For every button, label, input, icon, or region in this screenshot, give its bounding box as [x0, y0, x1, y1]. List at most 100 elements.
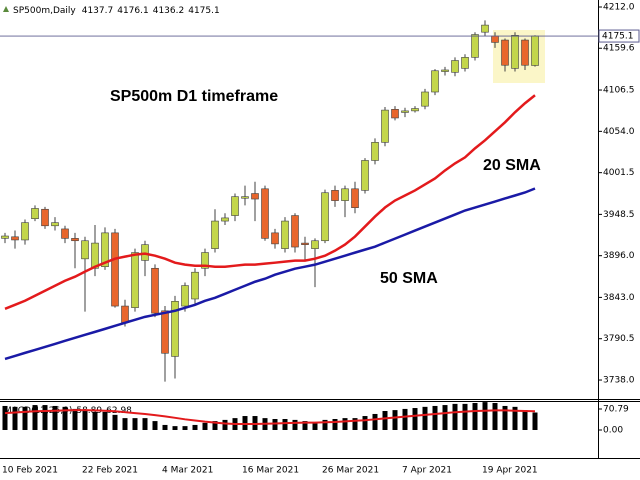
- macd-bar: [392, 410, 398, 430]
- symbol-icon: [3, 6, 9, 12]
- current-price-box: [598, 29, 640, 43]
- macd-bar: [22, 406, 28, 430]
- sma-line: [4, 94, 536, 310]
- candle-body: [521, 39, 529, 66]
- candle-body: [221, 217, 229, 222]
- signal-line: [4, 409, 536, 426]
- macd-bar: [492, 402, 498, 430]
- y-tick-label: 0.00: [603, 425, 623, 435]
- candle-body: [461, 57, 469, 69]
- y-tick-label: 4159.6: [603, 44, 635, 54]
- candle-body: [121, 305, 129, 323]
- x-tick-label: 16 Mar 2021: [242, 466, 299, 476]
- candle-body: [81, 240, 89, 260]
- macd-bar: [452, 403, 458, 430]
- header-close: 4175.1: [188, 6, 220, 16]
- candle-body: [331, 190, 339, 201]
- candle-body: [131, 252, 139, 308]
- candle-body: [481, 24, 489, 33]
- candle-body: [211, 220, 219, 249]
- candle-body: [191, 271, 199, 300]
- header-high: 4176.1: [117, 6, 149, 16]
- macd-bar: [442, 405, 448, 430]
- y-tick-label: 4054.0: [603, 127, 635, 137]
- candle-body: [31, 208, 39, 220]
- candle-body: [361, 160, 369, 191]
- candle-body: [381, 109, 389, 143]
- macd-bar: [332, 419, 338, 430]
- candle-body: [41, 208, 49, 227]
- macd-bar: [462, 403, 468, 430]
- macd-bar: [482, 402, 488, 430]
- candle-body: [511, 35, 519, 69]
- macd-bar: [12, 406, 18, 430]
- series-label: 20 SMA: [483, 157, 541, 174]
- macd-bar: [192, 424, 198, 430]
- candle-body: [161, 310, 169, 354]
- macd-bar: [402, 408, 408, 430]
- candle-body: [391, 109, 399, 119]
- macd-bar: [502, 405, 508, 430]
- candle-body: [311, 240, 319, 249]
- macd-bar: [212, 421, 218, 430]
- macd-bar: [312, 421, 318, 430]
- candle-body: [431, 70, 439, 93]
- macd-bar: [252, 416, 258, 430]
- candle-body: [251, 193, 259, 200]
- y-tick-label: 3948.5: [603, 210, 635, 220]
- candle-body: [411, 108, 419, 112]
- y-tick-label: 3843.0: [603, 293, 635, 303]
- candle-body: [321, 192, 329, 242]
- macd-bar: [222, 419, 228, 430]
- x-tick-label: 4 Mar 2021: [162, 466, 213, 476]
- macd-bar: [422, 406, 428, 430]
- macd-bar: [42, 405, 48, 430]
- candle-body: [371, 142, 379, 161]
- candle-body: [181, 285, 189, 307]
- candle-body: [261, 188, 269, 239]
- candle-body: [341, 188, 349, 201]
- macd-bar: [242, 416, 248, 430]
- x-tick-label: 26 Mar 2021: [322, 466, 379, 476]
- signal-value: 62.98: [106, 406, 132, 416]
- candle-body: [471, 34, 479, 58]
- candle-body: [201, 252, 209, 269]
- macd-bar: [282, 419, 288, 430]
- macd-bar: [182, 426, 188, 430]
- x-tick-label: 10 Feb 2021: [2, 466, 58, 476]
- candle-body: [71, 238, 79, 242]
- macd-bar: [302, 421, 308, 430]
- sma-line: [4, 187, 536, 361]
- candle-body: [51, 222, 59, 227]
- macd-bar: [432, 405, 438, 430]
- macd-bar: [412, 408, 418, 430]
- candle-body: [501, 39, 509, 66]
- macd-bar: [112, 414, 118, 430]
- candle-body: [441, 69, 449, 72]
- candle-body: [291, 215, 299, 248]
- y-tick-label: 3790.5: [603, 334, 635, 344]
- macd-bar: [82, 410, 88, 430]
- candle-body: [21, 222, 29, 241]
- candle-body: [241, 196, 249, 199]
- macd-bar: [32, 405, 38, 430]
- candle-body: [231, 196, 239, 216]
- candle-body: [401, 110, 409, 113]
- series-label: 50 SMA: [380, 270, 438, 287]
- candle-body: [111, 232, 119, 307]
- macd-bar: [52, 405, 58, 430]
- x-tick-label: 19 Apr 2021: [482, 466, 538, 476]
- candle-body: [421, 91, 429, 107]
- macd-bar: [342, 418, 348, 430]
- y-tick-label: 3738.0: [603, 376, 635, 386]
- y-tick-label: 4001.5: [603, 168, 635, 178]
- candle-body: [171, 301, 179, 357]
- macd-bar: [2, 405, 8, 430]
- candle-body: [91, 242, 99, 269]
- chart-title: SP500m,Daily: [13, 6, 76, 16]
- macd-bar: [122, 418, 128, 430]
- macd-bar: [272, 419, 278, 430]
- macd-bar: [152, 421, 158, 430]
- current-price-label: 4175.1: [602, 32, 634, 42]
